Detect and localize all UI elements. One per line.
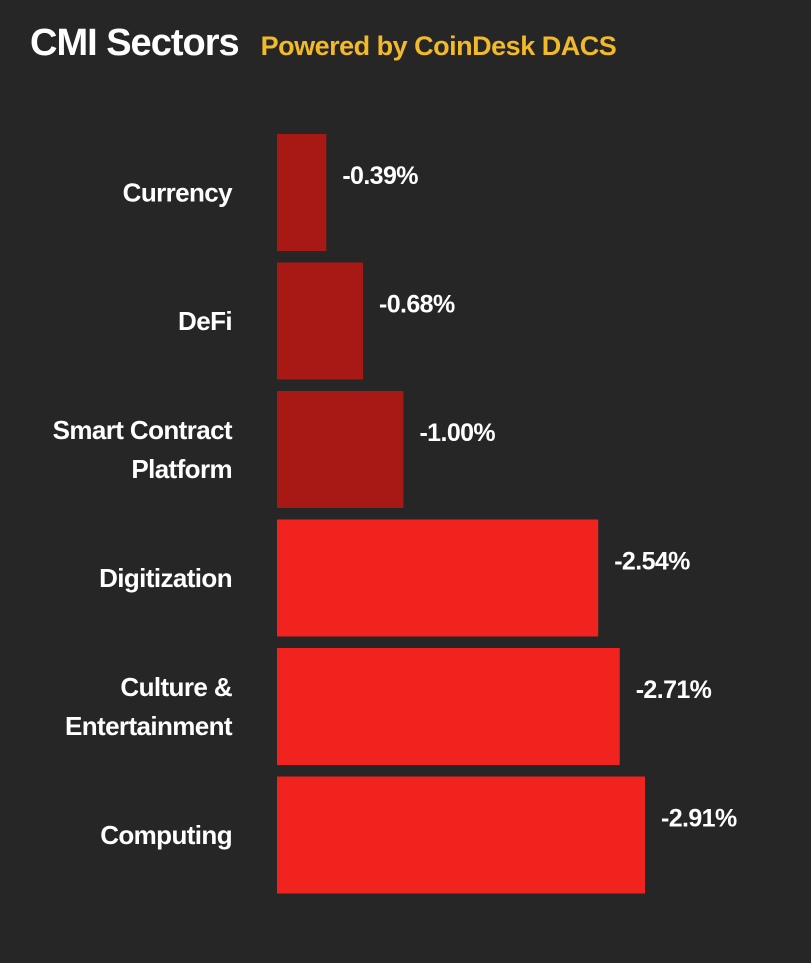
category-label: Entertainment	[65, 711, 233, 741]
category-label: Currency	[123, 178, 233, 208]
category-label: Culture &	[120, 672, 232, 702]
bar	[277, 776, 645, 894]
value-label: -2.54%	[614, 548, 690, 576]
value-label: -2.91%	[661, 805, 737, 833]
category-label: Computing	[100, 820, 232, 850]
chart-title: CMI Sectors	[30, 22, 240, 64]
chart-subtitle: Powered by CoinDesk DACS	[260, 31, 617, 61]
bar	[277, 262, 363, 380]
category-label: DeFi	[178, 306, 232, 336]
bar	[277, 648, 620, 765]
value-label: -1.00%	[419, 419, 495, 447]
category-label: Digitization	[99, 563, 232, 593]
bar	[277, 134, 327, 251]
category-label: Platform	[131, 454, 232, 484]
bar	[277, 391, 404, 508]
value-label: -0.39%	[342, 162, 418, 190]
chart-header: CMI Sectors Powered by CoinDesk DACS	[30, 22, 617, 65]
value-label: -2.71%	[636, 676, 712, 704]
category-label: Smart Contract	[53, 415, 233, 445]
value-label: -0.68%	[379, 291, 455, 319]
bar	[277, 519, 599, 637]
